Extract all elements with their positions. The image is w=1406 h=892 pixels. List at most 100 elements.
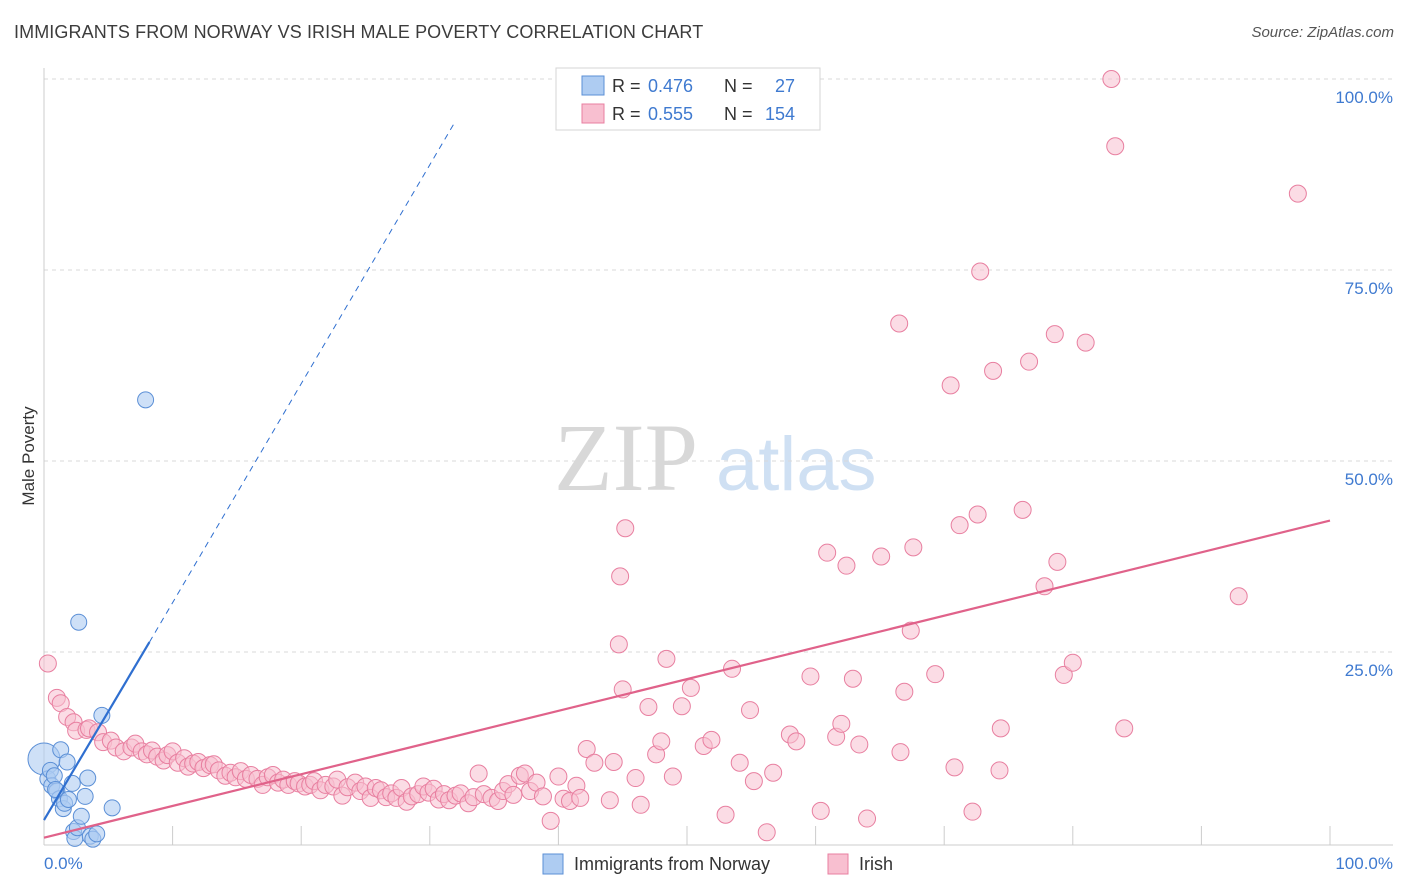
legend-r-label-irish: R =: [612, 104, 641, 124]
legend-swatch-norway: [581, 75, 605, 96]
irish-point-91: [549, 767, 568, 786]
irish-point-98: [600, 791, 619, 810]
norway-point-22: [88, 825, 106, 843]
irish-point-140: [941, 376, 960, 395]
irish-point-105: [631, 795, 650, 814]
irish-point-102: [609, 635, 628, 654]
irish-point-111: [672, 697, 691, 716]
irish-point-123: [787, 732, 806, 751]
irish-point-115: [716, 805, 735, 824]
irish-point-84: [504, 785, 523, 804]
norway-point-24: [103, 799, 121, 817]
irish-point-139: [926, 665, 945, 684]
irish-point-121: [764, 763, 783, 782]
legend-n-label-norway: N =: [724, 76, 753, 96]
series-legend: Immigrants from Norway Irish: [542, 853, 893, 875]
legend-r-value-norway: 0.476: [648, 76, 693, 96]
irish-point-157: [1102, 70, 1121, 88]
irish-point-148: [991, 719, 1010, 738]
irish-point-118: [741, 701, 760, 720]
irish-point-120: [757, 823, 776, 842]
irish-point-124: [801, 667, 820, 686]
irish-point-135: [890, 314, 909, 333]
irish-point-161: [1288, 184, 1307, 203]
bottom-legend-swatch-irish: [827, 853, 849, 875]
irish-point-144: [968, 505, 987, 524]
irish-point-78: [469, 764, 488, 783]
bottom-legend-label-irish: Irish: [859, 854, 893, 874]
irish-point-134: [891, 743, 910, 762]
irish-point-158: [1106, 137, 1125, 156]
bottom-legend-swatch-norway: [542, 853, 564, 875]
irish-point-137: [901, 621, 920, 640]
norway-trend-extension: [149, 120, 456, 643]
irish-point-112: [681, 678, 700, 697]
irish-point-95: [571, 788, 590, 807]
legend-r-value-irish: 0.555: [648, 104, 693, 124]
irish-point-90: [541, 811, 560, 830]
irish-point-147: [990, 761, 1009, 780]
gridlines: [44, 78, 1393, 653]
y-tick-label-100: 100.0%: [1335, 88, 1393, 107]
irish-point-150: [1020, 352, 1039, 371]
y-tick-label-50: 50.0%: [1345, 470, 1393, 489]
irish-point-143: [963, 802, 982, 821]
irish-point-119: [744, 772, 763, 791]
irish-point-133: [872, 547, 891, 566]
irish-point-142: [950, 516, 969, 535]
irish-point-141: [945, 758, 964, 777]
legend-swatch-irish: [581, 103, 605, 124]
trend-lines: [43, 120, 1331, 839]
chart-title: IMMIGRANTS FROM NORWAY VS IRISH MALE POV…: [14, 22, 704, 42]
norway-point-17: [72, 807, 90, 825]
norway-point-18: [76, 787, 94, 805]
irish-point-106: [639, 698, 658, 717]
irish-point-153: [1048, 552, 1067, 571]
irish-point-159: [1115, 719, 1134, 738]
irish-point-96: [577, 740, 596, 759]
x-tick-label-max: 100.0%: [1335, 854, 1393, 873]
irish-point-132: [858, 809, 877, 828]
irish-point-101: [616, 519, 635, 538]
watermark-atlas: atlas: [716, 422, 877, 507]
irish-point-154: [1054, 665, 1073, 684]
y-tick-label-25: 25.0%: [1345, 661, 1393, 680]
norway-points: [27, 391, 155, 848]
legend-n-value-norway: 27: [775, 76, 795, 96]
irish-point-108: [652, 732, 671, 751]
irish-point-149: [1013, 500, 1032, 519]
stats-legend: R = 0.476 N = 27 R = 0.555 N = 154: [555, 67, 821, 131]
irish-point-117: [730, 753, 749, 772]
legend-r-label-norway: R =: [612, 76, 641, 96]
irish-point-114: [702, 730, 721, 749]
irish-point-138: [904, 538, 923, 557]
norway-point-19: [79, 769, 97, 787]
norway-point-25: [137, 391, 155, 409]
irish-point-89: [533, 787, 552, 806]
irish-point-145: [971, 262, 990, 281]
irish-point-136: [895, 682, 914, 701]
norway-point-16: [70, 613, 88, 631]
norway-point-10: [58, 753, 76, 771]
legend-n-label-irish: N =: [724, 104, 753, 124]
irish-point-104: [626, 769, 645, 788]
irish-point-130: [843, 669, 862, 688]
axes: [43, 68, 1393, 846]
irish-point-146: [984, 361, 1003, 380]
irish-point-97: [585, 753, 604, 772]
irish-point-129: [837, 556, 856, 575]
irish-point-125: [811, 801, 830, 820]
irish-points: [38, 70, 1307, 842]
watermark-zip: ZIP: [554, 404, 698, 511]
norway-point-11: [59, 790, 77, 808]
irish-point-160: [1229, 587, 1248, 606]
irish-point-99: [604, 753, 623, 772]
irish-point-128: [832, 714, 851, 733]
irish-point-110: [663, 767, 682, 786]
irish-trend-line: [43, 519, 1331, 839]
irish-point-131: [850, 735, 869, 754]
irish-point-152: [1045, 325, 1064, 344]
irish-point-126: [818, 543, 837, 562]
irish-point-156: [1076, 333, 1095, 352]
